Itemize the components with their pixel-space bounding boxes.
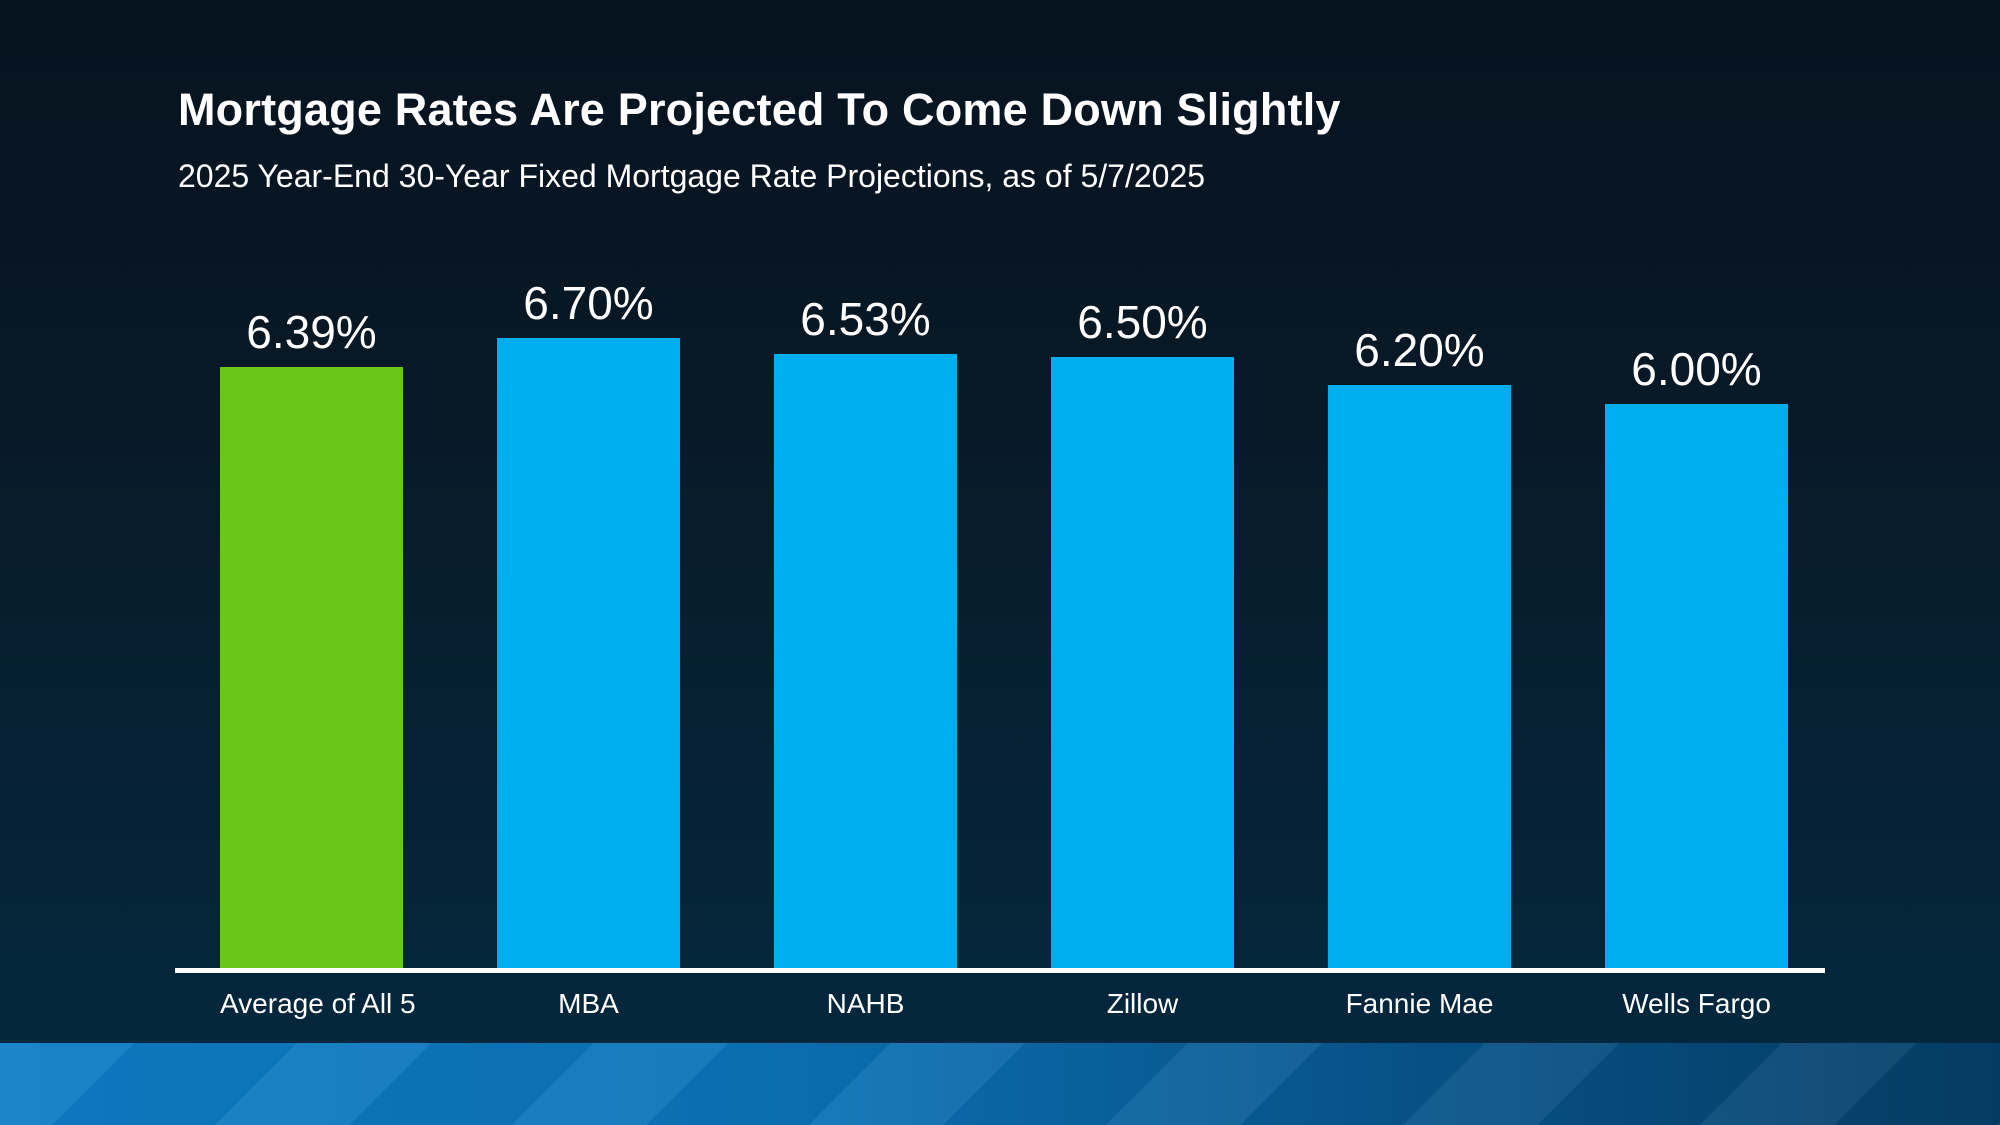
bar <box>1051 357 1234 968</box>
bar-value-label: 6.00% <box>1631 343 1762 395</box>
header: Mortgage Rates Are Projected To Come Dow… <box>178 84 1341 195</box>
bar <box>1328 385 1511 968</box>
x-axis-line <box>175 968 1825 973</box>
category-label: Wells Fargo <box>1622 988 1771 1019</box>
bar-column-nahb: 6.53% <box>774 292 957 968</box>
bar <box>774 354 957 968</box>
bar-value-label: 6.20% <box>1354 324 1485 376</box>
page-title: Mortgage Rates Are Projected To Come Dow… <box>178 84 1341 135</box>
bar-column-wells-fargo: 6.00% <box>1605 342 1788 968</box>
bar-chart: 6.39% 6.70% 6.53% 6.50% 6.20% 6.00% <box>175 270 1825 973</box>
bar-value-label: 6.70% <box>523 277 654 329</box>
bar-value-label: 6.50% <box>1077 296 1208 348</box>
category-label: MBA <box>558 988 619 1019</box>
bar-column-zillow: 6.50% <box>1051 295 1234 968</box>
category-label: NAHB <box>826 988 905 1019</box>
bar-column-fannie-mae: 6.20% <box>1328 323 1511 968</box>
category-label: Average of All 5 <box>220 988 416 1019</box>
category-labels-row: Average of All 5 MBA NAHB Zillow Fannie Mae W… <box>220 988 1788 1020</box>
bar-value-label: 6.39% <box>246 306 377 358</box>
bars-row: 6.39% 6.70% 6.53% 6.50% 6.20% 6.00% <box>220 276 1788 968</box>
bar <box>1605 404 1788 968</box>
footer-band <box>0 1043 2000 1125</box>
bar <box>497 338 680 968</box>
page-subtitle: 2025 Year-End 30-Year Fixed Mortgage Rat… <box>178 157 1206 194</box>
bar-value-label: 6.53% <box>800 293 931 345</box>
bar-column-mba: 6.70% <box>497 276 680 968</box>
bar-column-average-of-all-5: 6.39% <box>220 305 403 968</box>
category-label: Fannie Mae <box>1345 988 1494 1019</box>
category-label: Zillow <box>1106 988 1179 1019</box>
bar <box>220 367 403 968</box>
